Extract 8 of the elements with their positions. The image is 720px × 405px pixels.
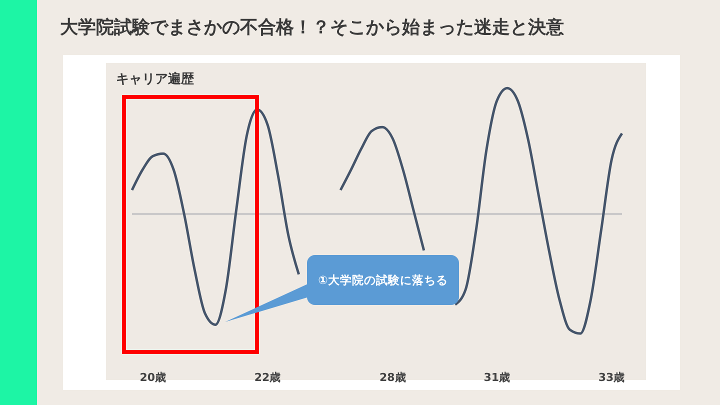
- annotation: ①大学院の試験に落ちる: [307, 255, 459, 305]
- x-tick-label: 20歳: [140, 370, 166, 384]
- x-tick-label: 31歳: [484, 370, 510, 384]
- chart-subtitle: キャリア遍歴: [116, 70, 194, 88]
- x-tick-label: 28歳: [379, 370, 406, 384]
- x-tick-label: 33歳: [598, 370, 625, 384]
- x-tick-label: 22歳: [254, 370, 281, 384]
- chart-title: 大学院試験でまさかの不合格！？そこから始まった迷走と決意: [60, 16, 564, 39]
